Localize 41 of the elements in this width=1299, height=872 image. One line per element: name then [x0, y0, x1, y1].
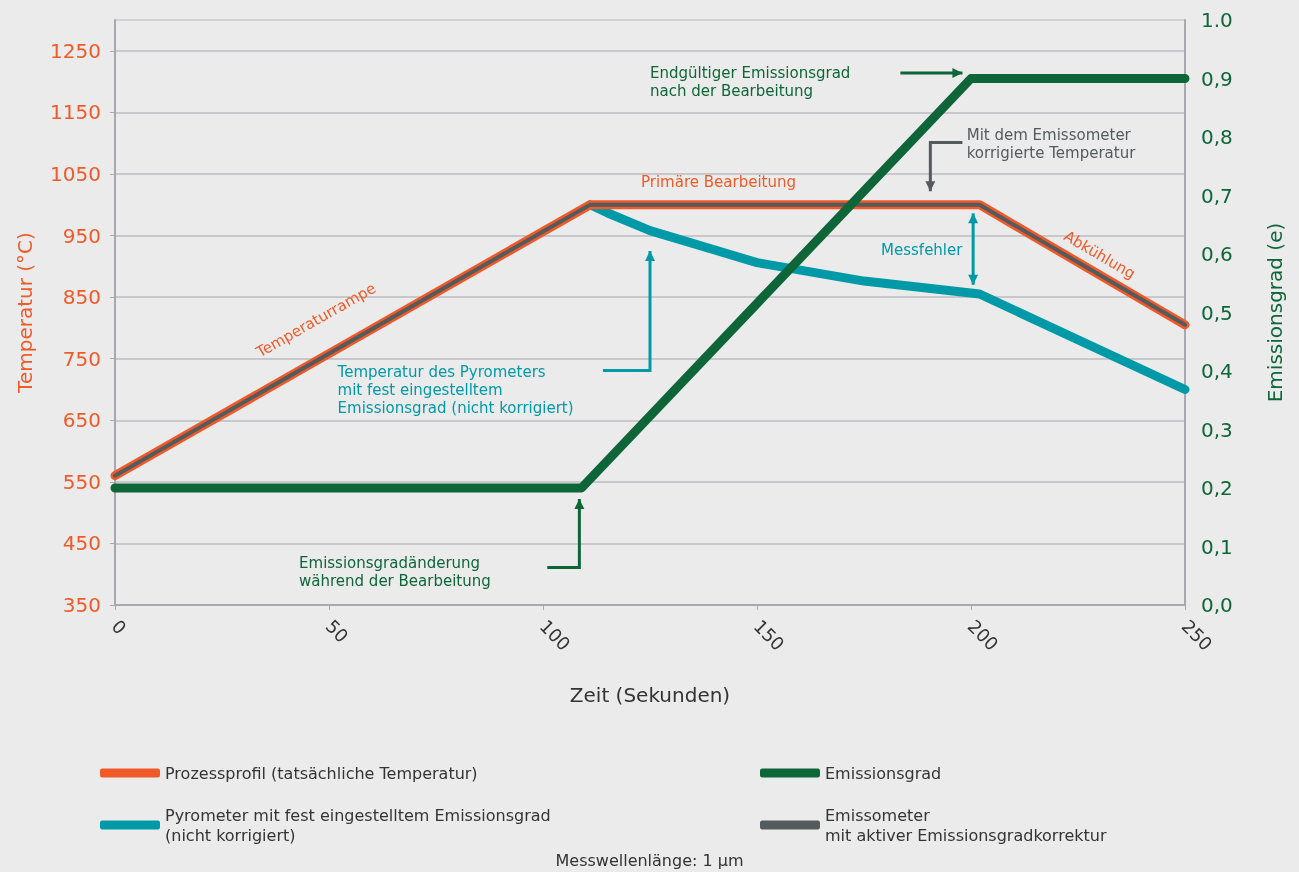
- x-tick-label: 150: [749, 615, 789, 655]
- x-tick-label: 0: [107, 615, 131, 639]
- legend-label: Emissometer mit aktiver Emissionsgradkorrektur: [825, 805, 1107, 845]
- y2-tick-label: 1.0: [1201, 8, 1233, 32]
- x-tick-label: 250: [1177, 615, 1217, 655]
- x-tick-label: 200: [963, 615, 1003, 655]
- y-tick-label: 350: [62, 593, 101, 617]
- y-tick-label: 650: [62, 408, 101, 433]
- annotation: Emissionsgradänderung während der Bearbeitung: [299, 553, 491, 590]
- y2-tick-label: 0,5: [1201, 300, 1233, 325]
- y-tick-label: 850: [62, 285, 101, 310]
- y-tick-label: 750: [62, 346, 101, 371]
- annotation: Mit dem Emissometer korrigierte Temperatur: [966, 125, 1137, 162]
- annotation: Temperatur des Pyrometers mit fest eingestelltem Emissionsgrad (nicht korrigiert): [336, 362, 574, 417]
- x-tick-label: 50: [321, 615, 353, 647]
- y2-axis-title: Emissionsgrad (e): [1263, 222, 1287, 403]
- annotation: Messfehler: [881, 241, 964, 260]
- y2-tick-label: 0,7: [1201, 183, 1233, 208]
- y-tick-label: 1050: [50, 161, 101, 186]
- y-axis-title: Temperatur (°C): [13, 232, 37, 394]
- y2-tick-label: 0,4: [1201, 359, 1233, 383]
- legend-label: Prozessprofil (tatsächliche Temperatur): [165, 763, 478, 783]
- text: Messwellenlänge: 1 µm: [555, 850, 744, 870]
- y2-tick-label: 0,9: [1201, 66, 1233, 91]
- y2-tick-label: 0,0: [1201, 593, 1233, 617]
- x-tick-label: 100: [535, 615, 575, 655]
- x-axis-title: Zeit (Sekunden): [569, 683, 731, 707]
- y2-tick-label: 0,2: [1201, 476, 1233, 500]
- y2-tick-label: 0,8: [1201, 125, 1233, 149]
- y-tick-label: 950: [62, 223, 101, 248]
- legend-label: Pyrometer mit fest eingestelltem Emissionsgrad (nicht korrigiert): [165, 805, 551, 845]
- y2-tick-label: 0,3: [1201, 417, 1233, 442]
- y-tick-label: 550: [62, 469, 101, 494]
- y2-tick-label: 0,1: [1201, 534, 1233, 559]
- legend-label: Emissionsgrad: [825, 763, 942, 783]
- y-tick-label: 1250: [50, 38, 101, 63]
- annotation: Primäre Bearbeitung: [641, 173, 796, 192]
- y-tick-label: 450: [62, 531, 101, 556]
- y2-tick-label: 0,6: [1201, 242, 1233, 266]
- y-tick-label: 1150: [50, 100, 101, 125]
- annotation: Endgültiger Emissionsgrad nach der Bearbeitung: [650, 64, 851, 101]
